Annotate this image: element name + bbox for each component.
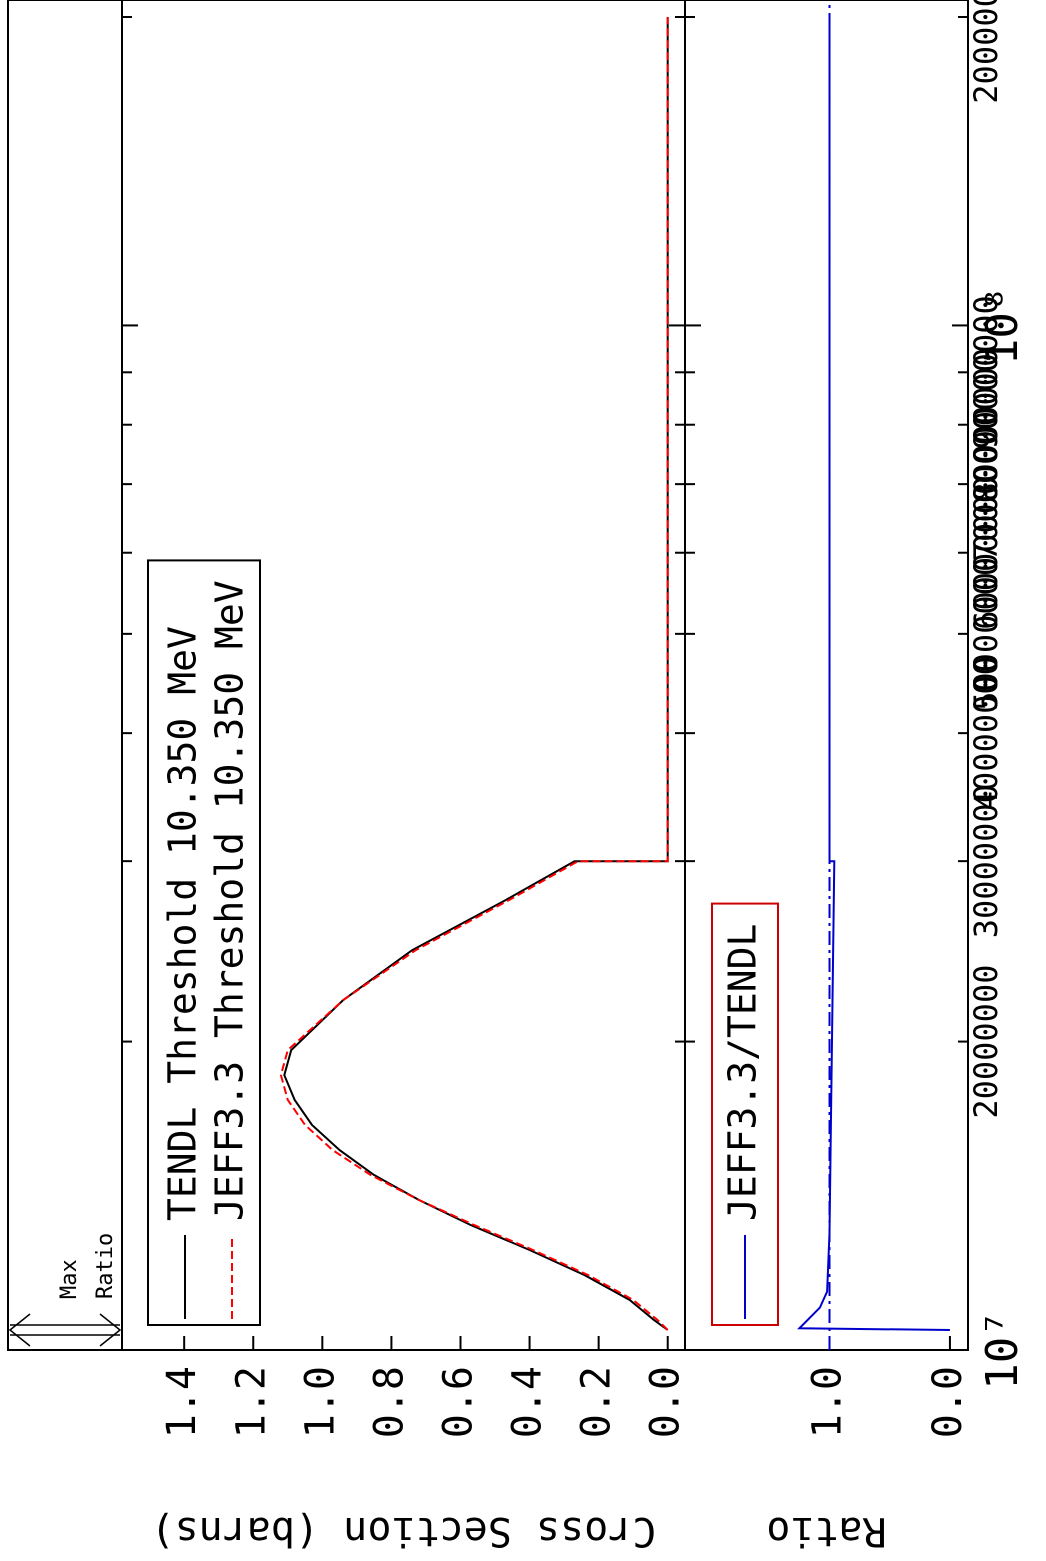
legend-label: JEFF3.3 Threshold 10.350 MeV	[208, 580, 252, 1221]
annotation-arrow	[8, 1313, 122, 1347]
y-axis-title: Cross Section (barns)	[151, 1508, 657, 1554]
y-tick-label: 1.4	[159, 1366, 205, 1438]
y-tick-label: 0.0	[925, 1366, 971, 1438]
y-tick-label: 1.0	[805, 1366, 851, 1438]
x-tick-label: 20000000	[967, 965, 1005, 1119]
y-tick-label: 1.2	[228, 1366, 274, 1438]
legend: TENDL Threshold 10.350 MeV JEFF3.3 Thresh…	[147, 559, 261, 1326]
series-line	[279, 17, 669, 1331]
x-tick-label: 200000000	[967, 0, 1005, 104]
x-tick-label: 80000000	[967, 348, 1005, 502]
x-tick-label: 40000000	[967, 656, 1005, 810]
x-tick-label: 10⁷	[977, 1310, 1028, 1389]
y-tick-label: 0.8	[366, 1366, 412, 1438]
x-tick-label: 90000000	[967, 295, 1005, 449]
x-tick-label: 60000000	[967, 476, 1005, 630]
y-tick-label: 0.6	[435, 1366, 481, 1438]
plot-area: 0.0 0.2 0.4 0.6 0.8 1.0 1.2 1.4 Cross Section (b…	[7, 0, 1028, 1554]
legend-label: JEFF3.3/TENDL	[721, 924, 765, 1221]
y-tick-label: 1.0	[297, 1366, 343, 1438]
series-line	[797, 17, 950, 1331]
y-axis-title: Ratio	[766, 1508, 886, 1554]
x-tick-label: 70000000	[967, 407, 1005, 561]
legend-box	[711, 902, 779, 1326]
legend-label: TENDL Threshold 10.350 MeV	[161, 626, 205, 1221]
y-tick-label: 0.0	[643, 1366, 689, 1438]
legend-box	[147, 559, 261, 1326]
frame	[7, 0, 969, 1351]
y-tick-label: 0.4	[505, 1366, 551, 1438]
legend: JEFF3.3/TENDL	[711, 902, 779, 1326]
annotation: Max	[57, 1259, 82, 1299]
y-tick-label: 0.2	[574, 1366, 620, 1438]
x-tick-label: 50000000	[967, 557, 1005, 711]
x-tick-label: 10⁸	[977, 286, 1028, 365]
x-tick-label: 30000000	[967, 784, 1005, 938]
annotation: Ratio	[93, 1233, 118, 1299]
series-line	[283, 17, 669, 1331]
